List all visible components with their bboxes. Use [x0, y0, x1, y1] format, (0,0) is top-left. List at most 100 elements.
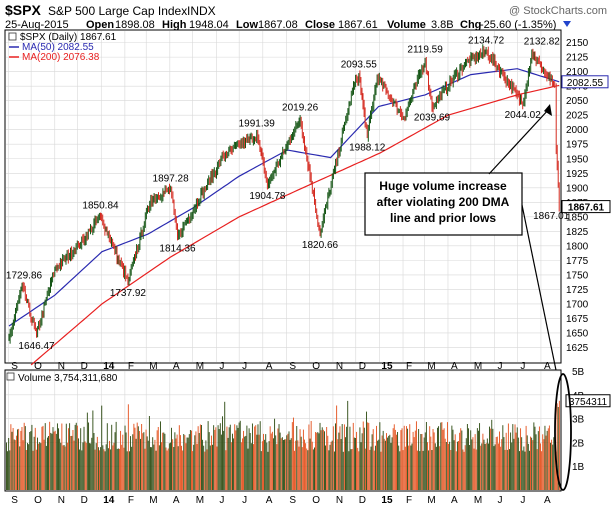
- close-label: Close: [305, 19, 335, 31]
- volume-bar: [462, 449, 464, 490]
- volume-bar: [473, 448, 475, 490]
- volume-bar: [466, 424, 468, 490]
- volume-bar: [198, 433, 200, 490]
- low-label: Low: [236, 19, 258, 31]
- volume-bar: [244, 436, 246, 490]
- volume-bar: [291, 422, 293, 490]
- volume-bar: [160, 421, 161, 490]
- volume-bar: [504, 449, 506, 490]
- volume-bar: [521, 437, 523, 490]
- volume-bar: [169, 442, 171, 490]
- volume-bar: [156, 430, 158, 490]
- volume-bar: [553, 437, 555, 490]
- legend-price: $SPX (Daily) 1867.61: [20, 32, 117, 43]
- volume-bar: [226, 426, 228, 490]
- volume-bar: [90, 443, 92, 490]
- volume-bar: [527, 443, 529, 490]
- symbol-label: $SPX: [5, 2, 41, 18]
- volume-bar: [309, 438, 311, 490]
- volume-bar: [107, 448, 109, 490]
- volume-bar: [238, 422, 240, 490]
- volume-bar: [257, 424, 259, 490]
- volume-axis-tag-text: 3754311: [569, 397, 608, 408]
- volume-bar: [219, 423, 221, 490]
- volume-bar: [171, 427, 172, 490]
- volume-bar: [210, 435, 212, 490]
- volume-bar: [249, 433, 251, 490]
- volume-bar: [403, 425, 405, 490]
- month-tick-label-bottom: F: [128, 495, 134, 506]
- volume-bar: [127, 404, 129, 490]
- volume-bar: [158, 445, 160, 490]
- volume-bar: [299, 429, 301, 490]
- volume-bar: [558, 400, 560, 491]
- volume-bar: [435, 446, 437, 490]
- callout-box: [364, 172, 523, 236]
- price-tick-label: 2125: [566, 53, 589, 64]
- volume-bar: [202, 439, 204, 490]
- volume-bar: [330, 441, 332, 490]
- volume-bar: [547, 428, 549, 490]
- month-tick-label: N: [58, 361, 65, 372]
- volume-bar: [366, 411, 368, 490]
- volume-bar: [317, 432, 319, 490]
- month-tick-label-bottom: M: [474, 495, 482, 506]
- volume-bar: [218, 429, 220, 490]
- volume-bar: [30, 431, 32, 490]
- volume-bar: [148, 416, 150, 490]
- volume-bar: [425, 422, 427, 490]
- month-tick-label: A: [451, 361, 458, 372]
- price-tick-label: 1825: [566, 227, 589, 238]
- volume-bar: [353, 437, 355, 490]
- volume-bar: [422, 450, 424, 490]
- down-arrow-icon: [563, 21, 571, 27]
- volume-bar: [10, 424, 12, 490]
- volume-bar: [557, 407, 559, 490]
- volume-bar: [428, 450, 430, 490]
- volume-bar: [214, 429, 216, 490]
- price-tick-label: 1650: [566, 328, 589, 339]
- volume-bar: [204, 451, 206, 490]
- volume-bar: [351, 449, 353, 490]
- month-tick-label: J: [242, 361, 247, 372]
- volume-bar: [438, 426, 440, 490]
- volume-bar: [414, 430, 416, 490]
- volume-bar: [235, 430, 237, 490]
- volume-bar: [278, 424, 280, 490]
- volume-bar: [505, 432, 507, 490]
- volume-bar: [280, 438, 282, 490]
- volume-bar: [263, 433, 264, 490]
- volume-bar: [69, 423, 71, 490]
- volume-bar: [70, 436, 72, 490]
- month-tick-label: O: [34, 361, 42, 372]
- volume-bar: [325, 445, 327, 490]
- volume-bar: [442, 429, 444, 490]
- price-tick-label: 1925: [566, 169, 589, 180]
- volume-bar: [111, 424, 113, 490]
- volume-bar: [454, 434, 456, 490]
- volume-bar: [213, 425, 215, 490]
- volume-bar: [554, 447, 556, 490]
- high-label: High: [162, 19, 187, 31]
- volume-bar: [405, 426, 407, 490]
- volume-bar: [335, 423, 336, 490]
- volume-bar: [212, 444, 213, 490]
- volume-bar: [429, 426, 431, 490]
- volume-bar: [347, 400, 349, 490]
- low-value: 1867.08: [258, 19, 298, 31]
- volume-bar: [421, 434, 423, 490]
- volume-bar: [393, 424, 395, 490]
- volume-bar: [42, 425, 44, 490]
- volume-bar: [103, 449, 105, 490]
- volume-bar: [448, 443, 449, 490]
- legend-ma200: MA(200) 2076.38: [22, 52, 100, 63]
- volume-bar: [359, 427, 361, 490]
- volume-bar: [104, 451, 106, 490]
- volume-bar: [418, 429, 420, 490]
- volume-bar: [217, 425, 219, 490]
- month-tick-label-bottom: A: [451, 495, 458, 506]
- volume-bar: [95, 443, 97, 490]
- volume-bar: [229, 424, 231, 490]
- volume-bar: [112, 445, 114, 490]
- callout: Huge volume increase after violating 200 …: [364, 104, 558, 376]
